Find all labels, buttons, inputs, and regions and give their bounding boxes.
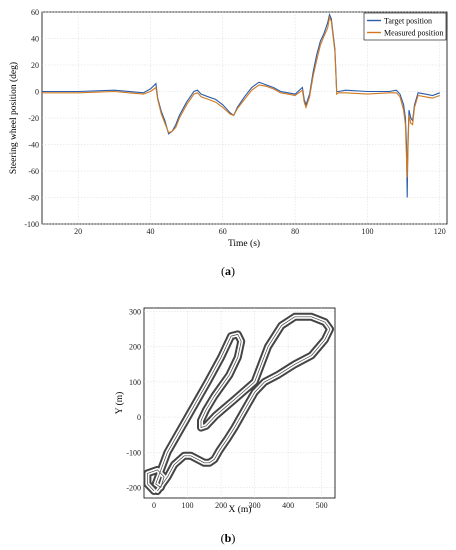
steering-ticks: 20 40 60 80 100 120 -100 -80 -60 -40 -20 0 20 40 60 — [24, 8, 445, 236]
track-y-tick-label: 200 — [129, 343, 141, 352]
track-x-tick-label: 0 — [152, 501, 156, 510]
steering-x-tick-label: 20 — [74, 227, 82, 236]
steering-y-axis-label: Steering wheel position (deg) — [8, 62, 19, 174]
track-x-tick-label: 100 — [182, 501, 194, 510]
track-y-tick-label: 100 — [129, 378, 141, 387]
track-chart: 0 100 200 300 400 500 -200 -100 0 100 200 300 X (m)… — [114, 308, 336, 545]
steering-y-tick-label: 40 — [31, 35, 39, 44]
legend-measured-label: Measured position — [384, 29, 443, 38]
steering-y-tick-label: -60 — [28, 167, 39, 176]
track-y-tick-label: 300 — [129, 308, 141, 317]
steering-x-tick-label: 80 — [291, 227, 299, 236]
measured-position-line — [42, 15, 440, 178]
steering-x-tick-label: 100 — [361, 227, 373, 236]
track-x-tick-label: 300 — [249, 501, 261, 510]
steering-y-tick-label: -80 — [28, 194, 39, 203]
steering-y-tick-label: 0 — [35, 88, 39, 97]
track-ticks: 0 100 200 300 400 500 -200 -100 0 100 200 300 — [126, 308, 327, 510]
track-x-axis-label: X (m) — [229, 504, 252, 515]
steering-y-tick-label: 60 — [31, 8, 39, 17]
steering-x-tick-label: 120 — [434, 227, 446, 236]
steering-x-axis-label: Time (s) — [228, 238, 260, 249]
steering-legend: Target position Measured position — [363, 12, 447, 41]
steering-chart: 20 40 60 80 100 120 -100 -80 -60 -40 -20 0 20 40 60 Ti… — [8, 8, 448, 278]
track-y-tick-label: -100 — [126, 448, 141, 457]
steering-y-tick-label: -20 — [28, 114, 39, 123]
track-x-tick-label: 500 — [316, 501, 328, 510]
steering-x-tick-label: 40 — [146, 227, 154, 236]
legend-target-label: Target position — [384, 17, 432, 26]
track-y-tick-label: -200 — [126, 483, 141, 492]
steering-y-tick-label: -40 — [28, 141, 39, 150]
track-centerline — [147, 316, 331, 492]
track-x-tick-label: 400 — [282, 501, 294, 510]
steering-y-tick-label: -100 — [24, 220, 39, 229]
track-grid — [144, 308, 335, 498]
track-y-tick-label: 0 — [137, 413, 141, 422]
track-y-axis-label: Y (m) — [114, 392, 125, 415]
caption-b: (b) — [221, 531, 236, 545]
steering-y-tick-label: 20 — [31, 61, 39, 70]
steering-grid — [42, 11, 447, 225]
steering-x-tick-label: 60 — [219, 227, 227, 236]
track-x-tick-label: 200 — [215, 501, 227, 510]
caption-a: (a) — [221, 264, 235, 278]
